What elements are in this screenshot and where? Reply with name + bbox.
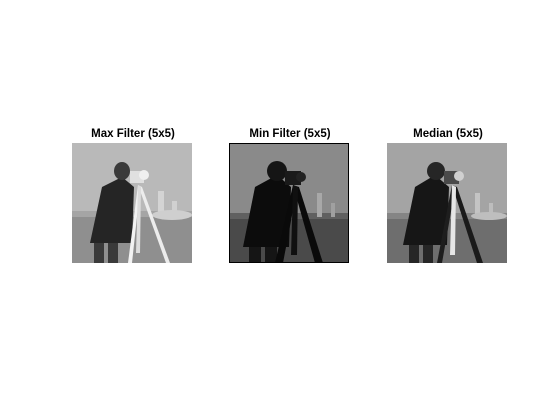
cameraman-image-max bbox=[72, 143, 192, 263]
panel-title: Min Filter (5x5) bbox=[249, 128, 331, 140]
panel-title: Median (5x5) bbox=[413, 128, 483, 140]
cameraman-image-min bbox=[229, 143, 349, 263]
image-content bbox=[229, 143, 349, 263]
cameraman-image-median bbox=[387, 143, 507, 263]
image-content bbox=[387, 143, 507, 263]
panel-title: Max Filter (5x5) bbox=[91, 128, 175, 140]
image-content bbox=[72, 143, 192, 263]
